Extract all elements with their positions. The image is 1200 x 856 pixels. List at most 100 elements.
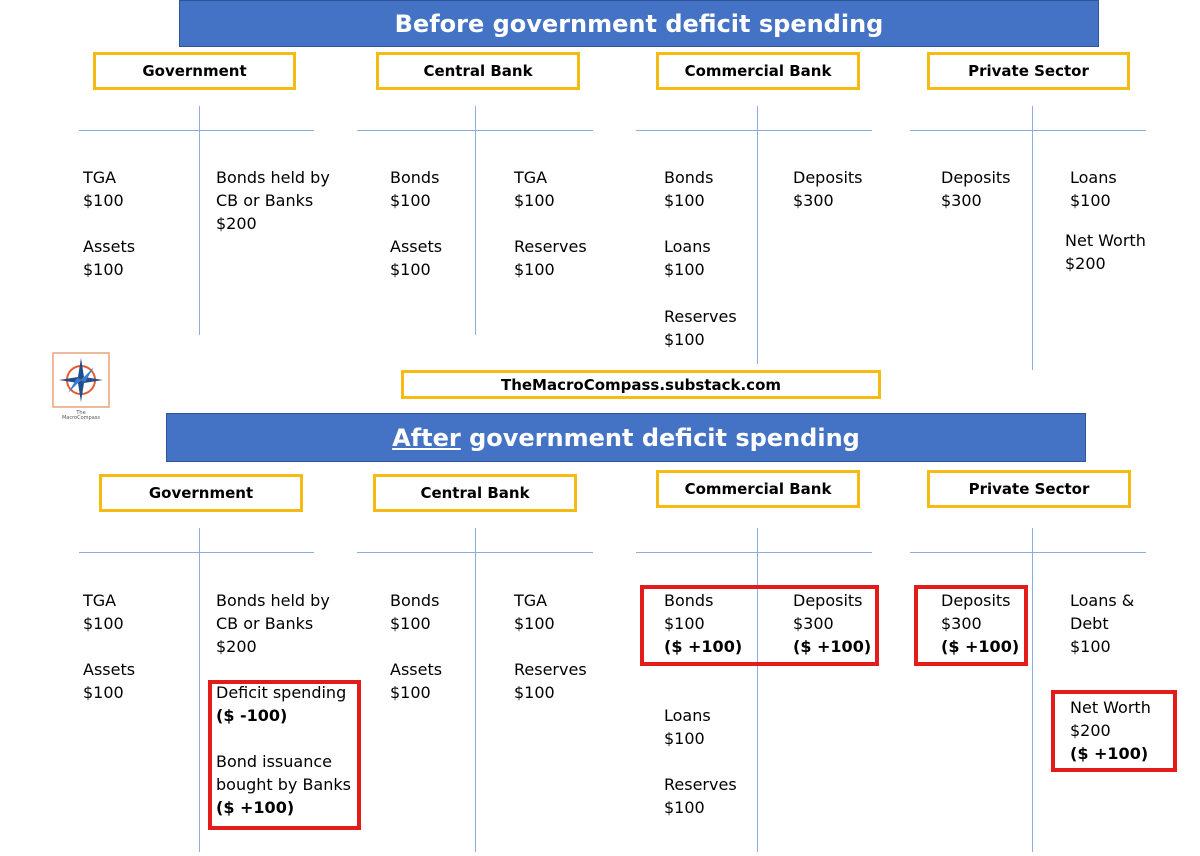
after-gov-bonds-label: Bonds held by CB or Banks bbox=[216, 591, 330, 633]
after-ps-deposits-label: Deposits bbox=[941, 591, 1011, 610]
after-private-sector-header: Private Sector bbox=[927, 470, 1131, 508]
before-central-bank-header-label: Central Bank bbox=[423, 62, 533, 80]
after-government-t-line bbox=[79, 552, 314, 553]
before-ps-deposits: Deposits $300 bbox=[941, 166, 1011, 212]
before-government-t-line bbox=[79, 130, 314, 131]
after-gov-issuance-label: Bond issuance bought by Banks bbox=[216, 752, 351, 794]
after-private-sector-t-line bbox=[910, 552, 1146, 553]
before-cb-tga: TGA $100 bbox=[514, 166, 555, 212]
before-cb-bonds: Bonds $100 bbox=[390, 166, 439, 212]
before-comm-bonds-label: Bonds bbox=[664, 168, 714, 187]
after-gov-tga-label: TGA bbox=[83, 591, 117, 610]
before-cb-tga-label: TGA bbox=[514, 168, 548, 187]
after-commercial-bank-header: Commercial Bank bbox=[656, 470, 860, 508]
after-cb-bonds-value: $100 bbox=[390, 614, 431, 633]
after-cb-tga-value: $100 bbox=[514, 614, 555, 633]
after-cb-reserves: Reserves $100 bbox=[514, 658, 587, 704]
after-comm-bonds: Bonds $100 ($ +100) bbox=[664, 589, 742, 658]
svg-text:MacroCompass: MacroCompass bbox=[62, 415, 100, 420]
before-cb-assets: Assets $100 bbox=[390, 235, 442, 281]
before-central-bank-header: Central Bank bbox=[376, 52, 580, 90]
after-gov-bonds: Bonds held by CB or Banks $200 bbox=[216, 589, 330, 658]
watermark-text: TheMacroCompass.substack.com bbox=[500, 375, 782, 394]
after-cb-assets-label: Assets bbox=[390, 660, 443, 679]
before-government-header: Government bbox=[93, 52, 296, 90]
after-commercial-bank-header-label: Commercial Bank bbox=[684, 480, 832, 498]
after-government-t-divider bbox=[199, 528, 200, 852]
after-private-sector-t-divider bbox=[1032, 528, 1033, 852]
before-gov-assets-value: $100 bbox=[83, 260, 124, 279]
before-gov-tga-label: TGA bbox=[83, 168, 117, 187]
before-government-header-label: Government bbox=[142, 62, 247, 80]
after-ps-networth: Net Worth $200 ($ +100) bbox=[1070, 696, 1151, 765]
before-private-sector-header-label: Private Sector bbox=[968, 62, 1089, 80]
before-ps-deposits-label: Deposits bbox=[941, 168, 1011, 187]
watermark-box: TheMacroCompass.substack.com bbox=[401, 370, 881, 399]
after-gov-tga: TGA $100 bbox=[83, 589, 124, 635]
after-gov-assets-value: $100 bbox=[83, 683, 124, 702]
before-ps-networth-label: Net Worth bbox=[1065, 231, 1146, 250]
before-private-sector-header: Private Sector bbox=[927, 52, 1130, 90]
before-cb-bonds-label: Bonds bbox=[390, 168, 440, 187]
after-comm-change-highlight bbox=[640, 585, 879, 666]
after-gov-issuance: Bond issuance bought by Banks ($ +100) bbox=[216, 750, 351, 819]
after-gov-assets: Assets $100 bbox=[83, 658, 135, 704]
before-comm-loans-label: Loans bbox=[664, 237, 711, 256]
after-ps-deposits-value: $300 bbox=[941, 614, 982, 633]
before-ps-loans-value: $100 bbox=[1070, 191, 1111, 210]
after-cb-bonds-label: Bonds bbox=[390, 591, 440, 610]
after-title-banner: After government deficit spending bbox=[166, 413, 1086, 462]
after-gov-change-highlight bbox=[208, 680, 361, 830]
after-comm-bonds-change: ($ +100) bbox=[664, 637, 743, 656]
before-comm-loans: Loans $100 bbox=[664, 235, 711, 281]
before-cb-bonds-value: $100 bbox=[390, 191, 431, 210]
after-title: government deficit spending bbox=[460, 423, 860, 452]
after-cb-assets: Assets $100 bbox=[390, 658, 442, 704]
after-government-header-label: Government bbox=[148, 484, 254, 502]
after-gov-deficit-label: Deficit spending bbox=[216, 683, 347, 702]
after-central-bank-t-divider bbox=[475, 528, 476, 852]
after-cb-reserves-value: $100 bbox=[514, 683, 555, 702]
after-gov-assets-label: Assets bbox=[83, 660, 136, 679]
before-private-sector-t-divider bbox=[1032, 106, 1033, 370]
after-comm-deposits-change: ($ +100) bbox=[793, 637, 872, 656]
after-ps-deposits-highlight bbox=[914, 585, 1028, 666]
after-ps-loans-label: Loans & Debt bbox=[1070, 591, 1135, 633]
before-ps-loans: Loans $100 bbox=[1070, 166, 1117, 212]
before-comm-deposits-label: Deposits bbox=[793, 168, 863, 187]
after-comm-deposits-value: $300 bbox=[793, 614, 834, 633]
before-comm-reserves-label: Reserves bbox=[664, 307, 737, 326]
macrocompass-logo: The MacroCompass bbox=[52, 352, 112, 421]
after-comm-reserves-label: Reserves bbox=[664, 775, 737, 794]
after-cb-reserves-label: Reserves bbox=[514, 660, 587, 679]
before-cb-reserves-value: $100 bbox=[514, 260, 555, 279]
before-ps-loans-label: Loans bbox=[1070, 168, 1117, 187]
after-cb-tga-label: TGA bbox=[514, 591, 548, 610]
after-ps-networth-value: $200 bbox=[1070, 721, 1111, 740]
before-comm-loans-value: $100 bbox=[664, 260, 705, 279]
after-commercial-bank-t-divider bbox=[757, 528, 758, 852]
after-private-sector-header-label: Private Sector bbox=[968, 480, 1090, 498]
before-comm-deposits-value: $300 bbox=[793, 191, 834, 210]
after-comm-reserves: Reserves $100 bbox=[664, 773, 737, 819]
after-comm-reserves-value: $100 bbox=[664, 798, 705, 817]
after-gov-tga-value: $100 bbox=[83, 614, 124, 633]
before-cb-assets-label: Assets bbox=[390, 237, 443, 256]
after-comm-loans: Loans $100 bbox=[664, 704, 711, 750]
before-gov-bonds-value: $200 bbox=[216, 214, 257, 233]
before-comm-deposits: Deposits $300 bbox=[793, 166, 863, 212]
after-ps-loans: Loans & Debt $100 bbox=[1070, 589, 1134, 658]
before-commercial-bank-t-line bbox=[636, 130, 872, 131]
before-gov-bonds: Bonds held by CB or Banks $200 bbox=[216, 166, 330, 235]
before-ps-networth: Net Worth $200 bbox=[1065, 229, 1146, 275]
before-ps-deposits-value: $300 bbox=[941, 191, 982, 210]
after-cb-bonds: Bonds $100 bbox=[390, 589, 439, 635]
after-comm-bonds-value: $100 bbox=[664, 614, 705, 633]
after-gov-issuance-change: ($ +100) bbox=[216, 798, 295, 817]
after-ps-networth-label: Net Worth bbox=[1070, 698, 1151, 717]
after-gov-deficit: Deficit spending ($ -100) bbox=[216, 681, 346, 727]
before-commercial-bank-t-divider bbox=[757, 106, 758, 364]
before-comm-reserves: Reserves $100 bbox=[664, 305, 737, 351]
after-government-header: Government bbox=[99, 474, 303, 512]
svg-text:The: The bbox=[75, 410, 85, 416]
